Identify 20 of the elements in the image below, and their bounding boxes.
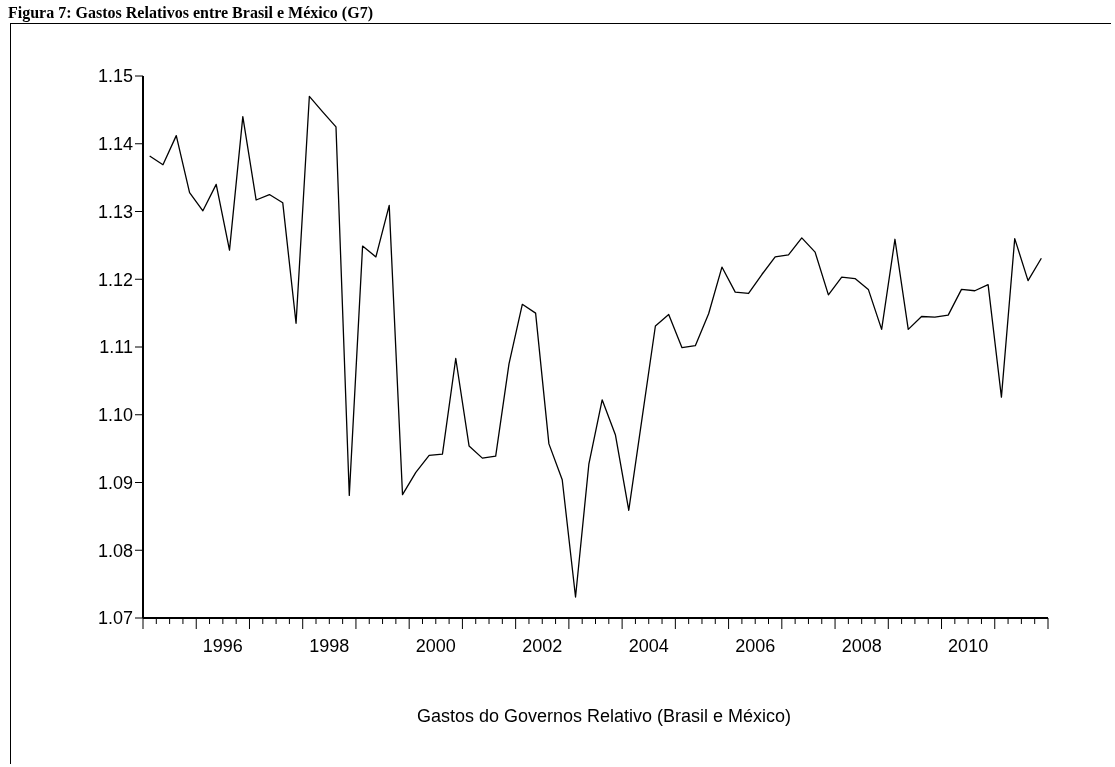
x-tick-label: 1998 [309, 636, 350, 656]
y-tick-label: 1.11 [99, 337, 133, 358]
y-tick-label: 1.08 [97, 540, 133, 561]
x-tick-label: 2000 [415, 636, 456, 656]
x-tick-label: 2004 [628, 636, 669, 656]
y-tick-label: 1.13 [97, 201, 133, 222]
y-tick-label: 1.15 [97, 66, 133, 87]
line-series [149, 95, 1042, 598]
y-tick-label: 1.14 [97, 134, 133, 155]
x-axis-title: Gastos do Governos Relativo (Brasil e México) [415, 706, 793, 727]
y-tick-label: 1.10 [97, 405, 133, 426]
chart-title: Figura 7: Gastos Relativos entre Brasil e México (G7) [8, 4, 373, 22]
y-tick-label: 1.07 [97, 608, 133, 629]
y-tick-label: 1.12 [97, 269, 133, 290]
x-tick-label: 2008 [841, 636, 882, 656]
x-tick-label: 2002 [522, 636, 563, 656]
y-tick-label: 1.09 [97, 472, 133, 493]
x-tick-label: 2010 [948, 636, 989, 656]
x-tick-label: 2006 [735, 636, 776, 656]
x-tick-label: 1996 [202, 636, 243, 656]
